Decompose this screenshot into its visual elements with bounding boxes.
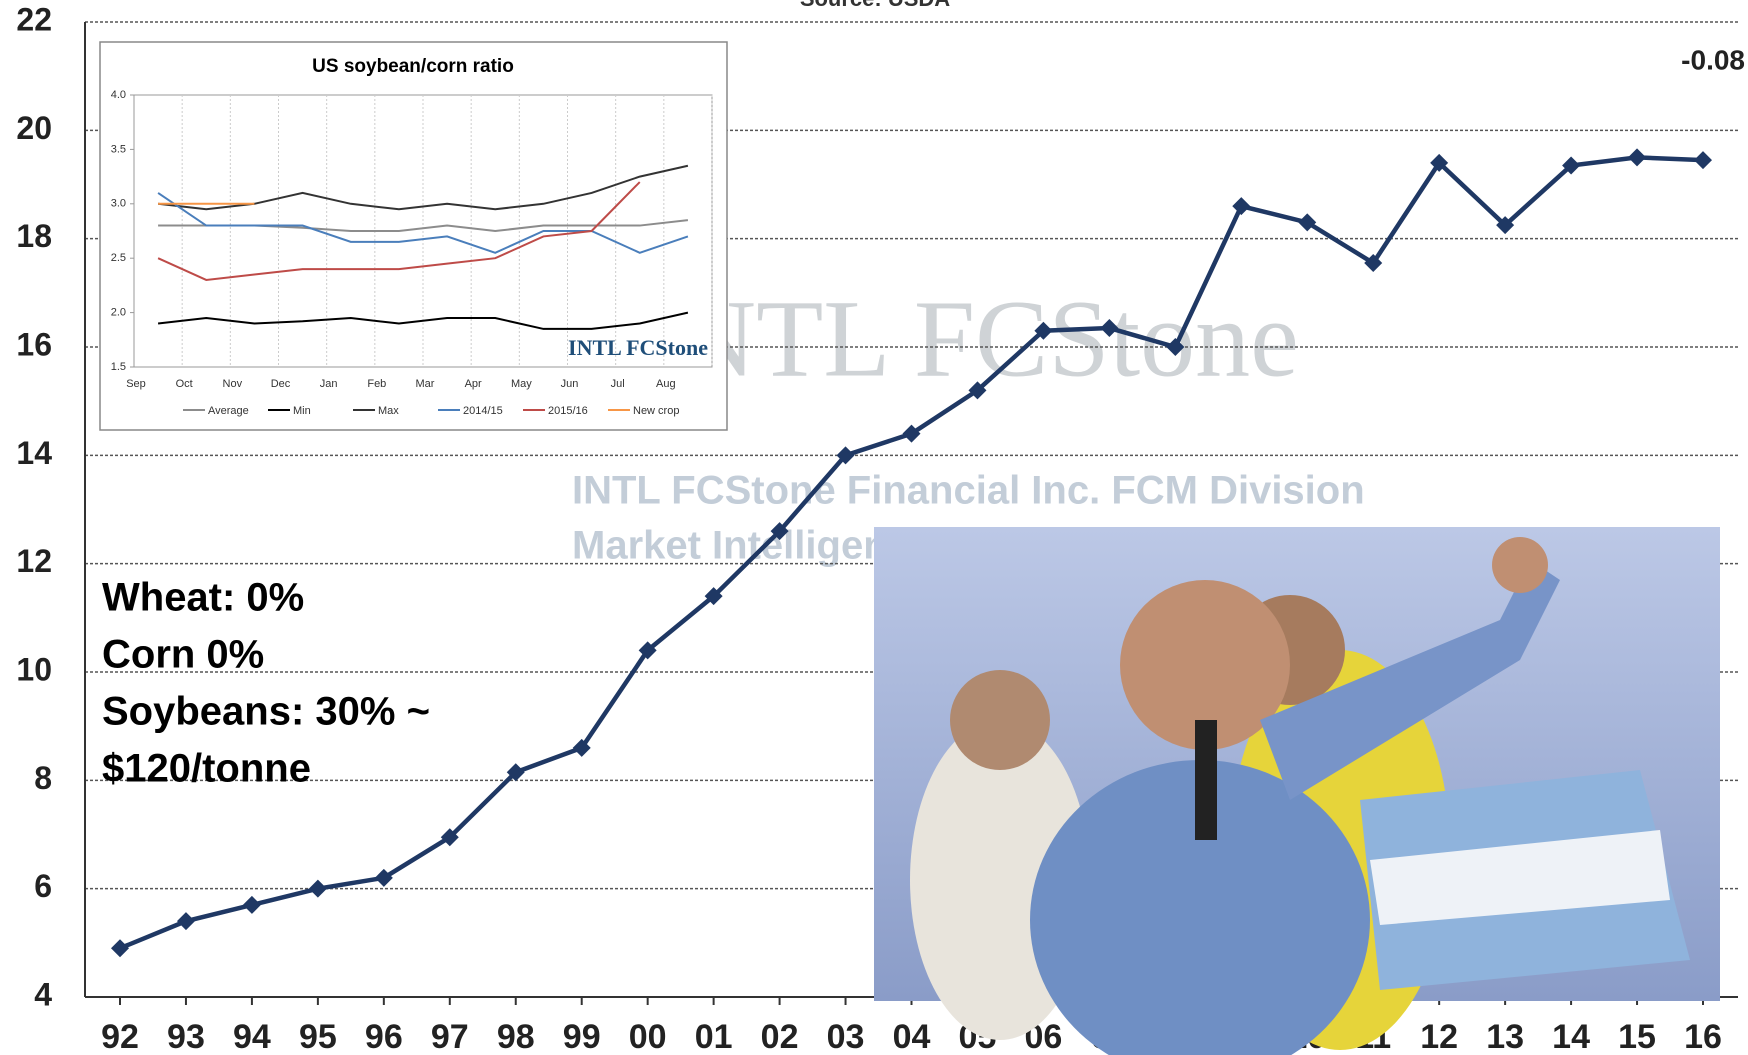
data-point [506, 763, 525, 782]
x-tick-label: 00 [629, 1018, 667, 1055]
x-tick-label: 99 [563, 1018, 601, 1055]
x-tick-label: 95 [299, 1018, 337, 1055]
x-tick-label: 03 [827, 1018, 865, 1055]
y-tick-label: 10 [16, 651, 52, 687]
x-tick-label: 92 [101, 1018, 139, 1055]
data-point [638, 641, 657, 660]
x-tick-label: 01 [695, 1018, 733, 1055]
y-tick-label: 20 [16, 110, 52, 146]
x-tick-label: 02 [761, 1018, 799, 1055]
data-point [836, 446, 855, 465]
x-tick-label: Apr [465, 378, 482, 390]
y-tick-label: 22 [16, 1, 52, 37]
y-tick-label: 6 [34, 868, 52, 904]
y-tick-label: 1.5 [111, 361, 126, 373]
data-point [968, 381, 987, 400]
x-tick-label: Jun [561, 378, 579, 390]
note-text: Soybeans: 30% ~ [102, 690, 430, 734]
data-point [704, 587, 723, 606]
data-point [1232, 197, 1251, 216]
x-tick-label: Dec [271, 378, 291, 390]
series-line [157, 181, 641, 281]
note-text: $120/tonne [102, 747, 311, 791]
y-tick-label: 14 [16, 435, 52, 471]
data-point [770, 522, 789, 541]
x-tick-label: Feb [367, 378, 386, 390]
x-tick-label: Jan [320, 378, 338, 390]
legend-label: 2015/16 [548, 405, 588, 417]
inset-frame [99, 41, 728, 431]
legend-label: Max [378, 405, 399, 417]
x-tick-label: 96 [365, 1018, 403, 1055]
chart-subtitle: Source: USDA [800, 0, 950, 11]
data-point [1034, 321, 1053, 340]
y-tick-label: 2.0 [111, 307, 126, 319]
note-text: Wheat: 0% [102, 576, 304, 620]
data-point [1100, 319, 1119, 338]
x-tick-label: 98 [497, 1018, 535, 1055]
data-point [176, 912, 195, 931]
series-line [157, 192, 689, 254]
legend-label: Min [293, 405, 311, 417]
x-tick-label: 97 [431, 1018, 469, 1055]
inset-title: US soybean/corn ratio [312, 56, 514, 77]
watermark-logo: INTL FCStone [640, 277, 1299, 399]
note-text: Corn 0% [102, 633, 264, 677]
x-tick-label: 14 [1552, 1018, 1590, 1055]
x-tick-label: Nov [223, 378, 243, 390]
y-tick-label: 2.5 [111, 252, 126, 264]
data-point [902, 424, 921, 443]
series-line [157, 311, 689, 330]
x-tick-label: 15 [1618, 1018, 1656, 1055]
x-tick-label: 13 [1486, 1018, 1524, 1055]
data-point [308, 879, 327, 898]
data-point [572, 738, 591, 757]
data-point [242, 895, 261, 914]
y-tick-label: 4 [34, 976, 52, 1012]
data-point [1694, 151, 1712, 170]
x-tick-label: 16 [1684, 1018, 1722, 1055]
x-tick-label: Mar [416, 378, 435, 390]
data-point [1298, 213, 1317, 232]
y-tick-label: 16 [16, 326, 52, 362]
legend-label: New crop [633, 405, 679, 417]
data-point [374, 868, 393, 887]
y-tick-label: 8 [34, 760, 52, 796]
data-point [1562, 156, 1581, 175]
data-point [1496, 216, 1515, 235]
data-point [1166, 338, 1185, 356]
data-point [1628, 148, 1647, 167]
y-tick-label: 12 [16, 543, 52, 579]
x-tick-label: Oct [176, 378, 193, 390]
annotation: -0.08 [1681, 44, 1745, 75]
watermark-text: INTL FCStone Financial Inc. FCM Division [572, 469, 1365, 513]
x-tick-label: May [511, 378, 532, 390]
x-tick-label: 04 [893, 1018, 931, 1055]
legend-label: Average [208, 405, 249, 417]
watermark: INTL FCStone INTL FCStone Financial Inc.… [572, 277, 1365, 567]
data-point [111, 939, 129, 958]
x-tick-label: Jul [611, 378, 625, 390]
x-tick-label: 12 [1420, 1018, 1458, 1055]
y-tick-label: 4.0 [111, 89, 126, 101]
data-point [1364, 254, 1383, 273]
x-tick-label: Aug [656, 378, 676, 390]
y-tick-label: 3.5 [111, 143, 126, 155]
photo [874, 527, 1720, 1055]
y-tick-label: 3.0 [111, 198, 126, 210]
x-tick-label: 94 [233, 1018, 271, 1055]
x-tick-label: 93 [167, 1018, 205, 1055]
y-tick-label: 18 [16, 218, 52, 254]
data-point [440, 828, 459, 847]
data-point [1430, 153, 1449, 172]
x-tick-label: Sep [126, 378, 146, 390]
legend-label: 2014/15 [463, 405, 503, 417]
inset-logo: INTL FCStone [568, 335, 708, 360]
